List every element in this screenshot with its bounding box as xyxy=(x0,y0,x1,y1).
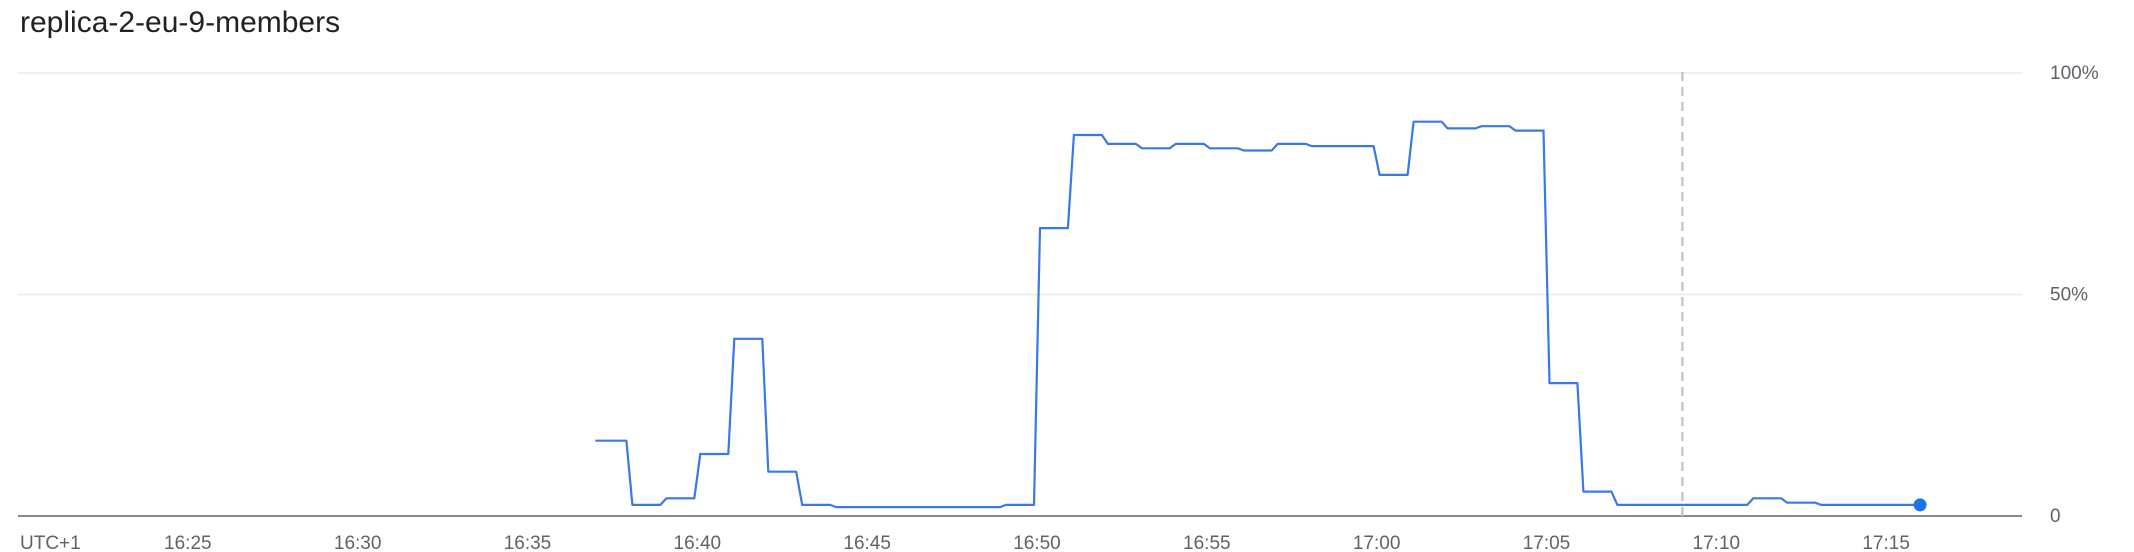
last-point-marker xyxy=(1913,498,1927,512)
data-point xyxy=(1170,141,1176,147)
x-tick-label: 16:35 xyxy=(504,533,552,552)
data-point xyxy=(1815,502,1821,508)
x-tick-label: 16:30 xyxy=(334,533,382,552)
data-point xyxy=(1238,148,1244,154)
data-point xyxy=(1408,119,1414,125)
data-point xyxy=(1883,502,1889,508)
data-point xyxy=(1068,132,1074,138)
data-point xyxy=(1442,125,1448,131)
data-point xyxy=(932,504,938,510)
x-tick-label: 16:25 xyxy=(164,533,212,552)
data-point xyxy=(1577,489,1583,495)
data-point xyxy=(762,469,768,475)
data-point xyxy=(728,336,734,342)
data-point xyxy=(1747,495,1753,501)
data-point xyxy=(660,495,666,501)
data-point xyxy=(694,451,700,457)
data-point xyxy=(1543,380,1549,386)
chart-title: replica-2-eu-9-members xyxy=(20,6,341,39)
x-tick-label: 16:45 xyxy=(843,533,891,552)
data-point xyxy=(1306,143,1312,149)
x-tick-label: 17:00 xyxy=(1353,533,1401,552)
series-line xyxy=(595,120,1924,509)
x-tick-label: 17:05 xyxy=(1523,533,1571,552)
data-point xyxy=(1034,225,1040,231)
data-point xyxy=(864,504,870,510)
x-tick-label: 16:40 xyxy=(674,533,722,552)
data-point xyxy=(1374,172,1380,178)
x-tick-label: 16:55 xyxy=(1183,533,1231,552)
data-point xyxy=(1136,145,1142,151)
timezone-label: UTC+1 xyxy=(20,533,81,552)
data-point xyxy=(592,438,598,444)
data-point xyxy=(1611,502,1617,508)
x-tick-label: 17:15 xyxy=(1862,533,1910,552)
data-point xyxy=(1781,500,1787,506)
data-point xyxy=(1204,145,1210,151)
y-tick-label: 0 xyxy=(2050,506,2061,527)
data-point xyxy=(1645,502,1651,508)
data-point xyxy=(830,504,836,510)
data-point xyxy=(1476,123,1482,129)
data-point xyxy=(626,502,632,508)
x-tick-label: 16:50 xyxy=(1013,533,1061,552)
data-point xyxy=(1510,128,1516,134)
data-point xyxy=(1272,141,1278,147)
data-point xyxy=(1000,502,1006,508)
data-point xyxy=(898,504,904,510)
y-tick-label: 50% xyxy=(2050,285,2088,306)
y-tick-label: 100% xyxy=(2050,63,2099,84)
data-point xyxy=(1679,502,1685,508)
data-point xyxy=(1102,141,1108,147)
data-point xyxy=(1713,502,1719,508)
x-tick-label: 17:10 xyxy=(1693,533,1741,552)
data-point xyxy=(1849,502,1855,508)
data-point xyxy=(1340,143,1346,149)
data-point xyxy=(796,502,802,508)
data-point xyxy=(966,504,972,510)
